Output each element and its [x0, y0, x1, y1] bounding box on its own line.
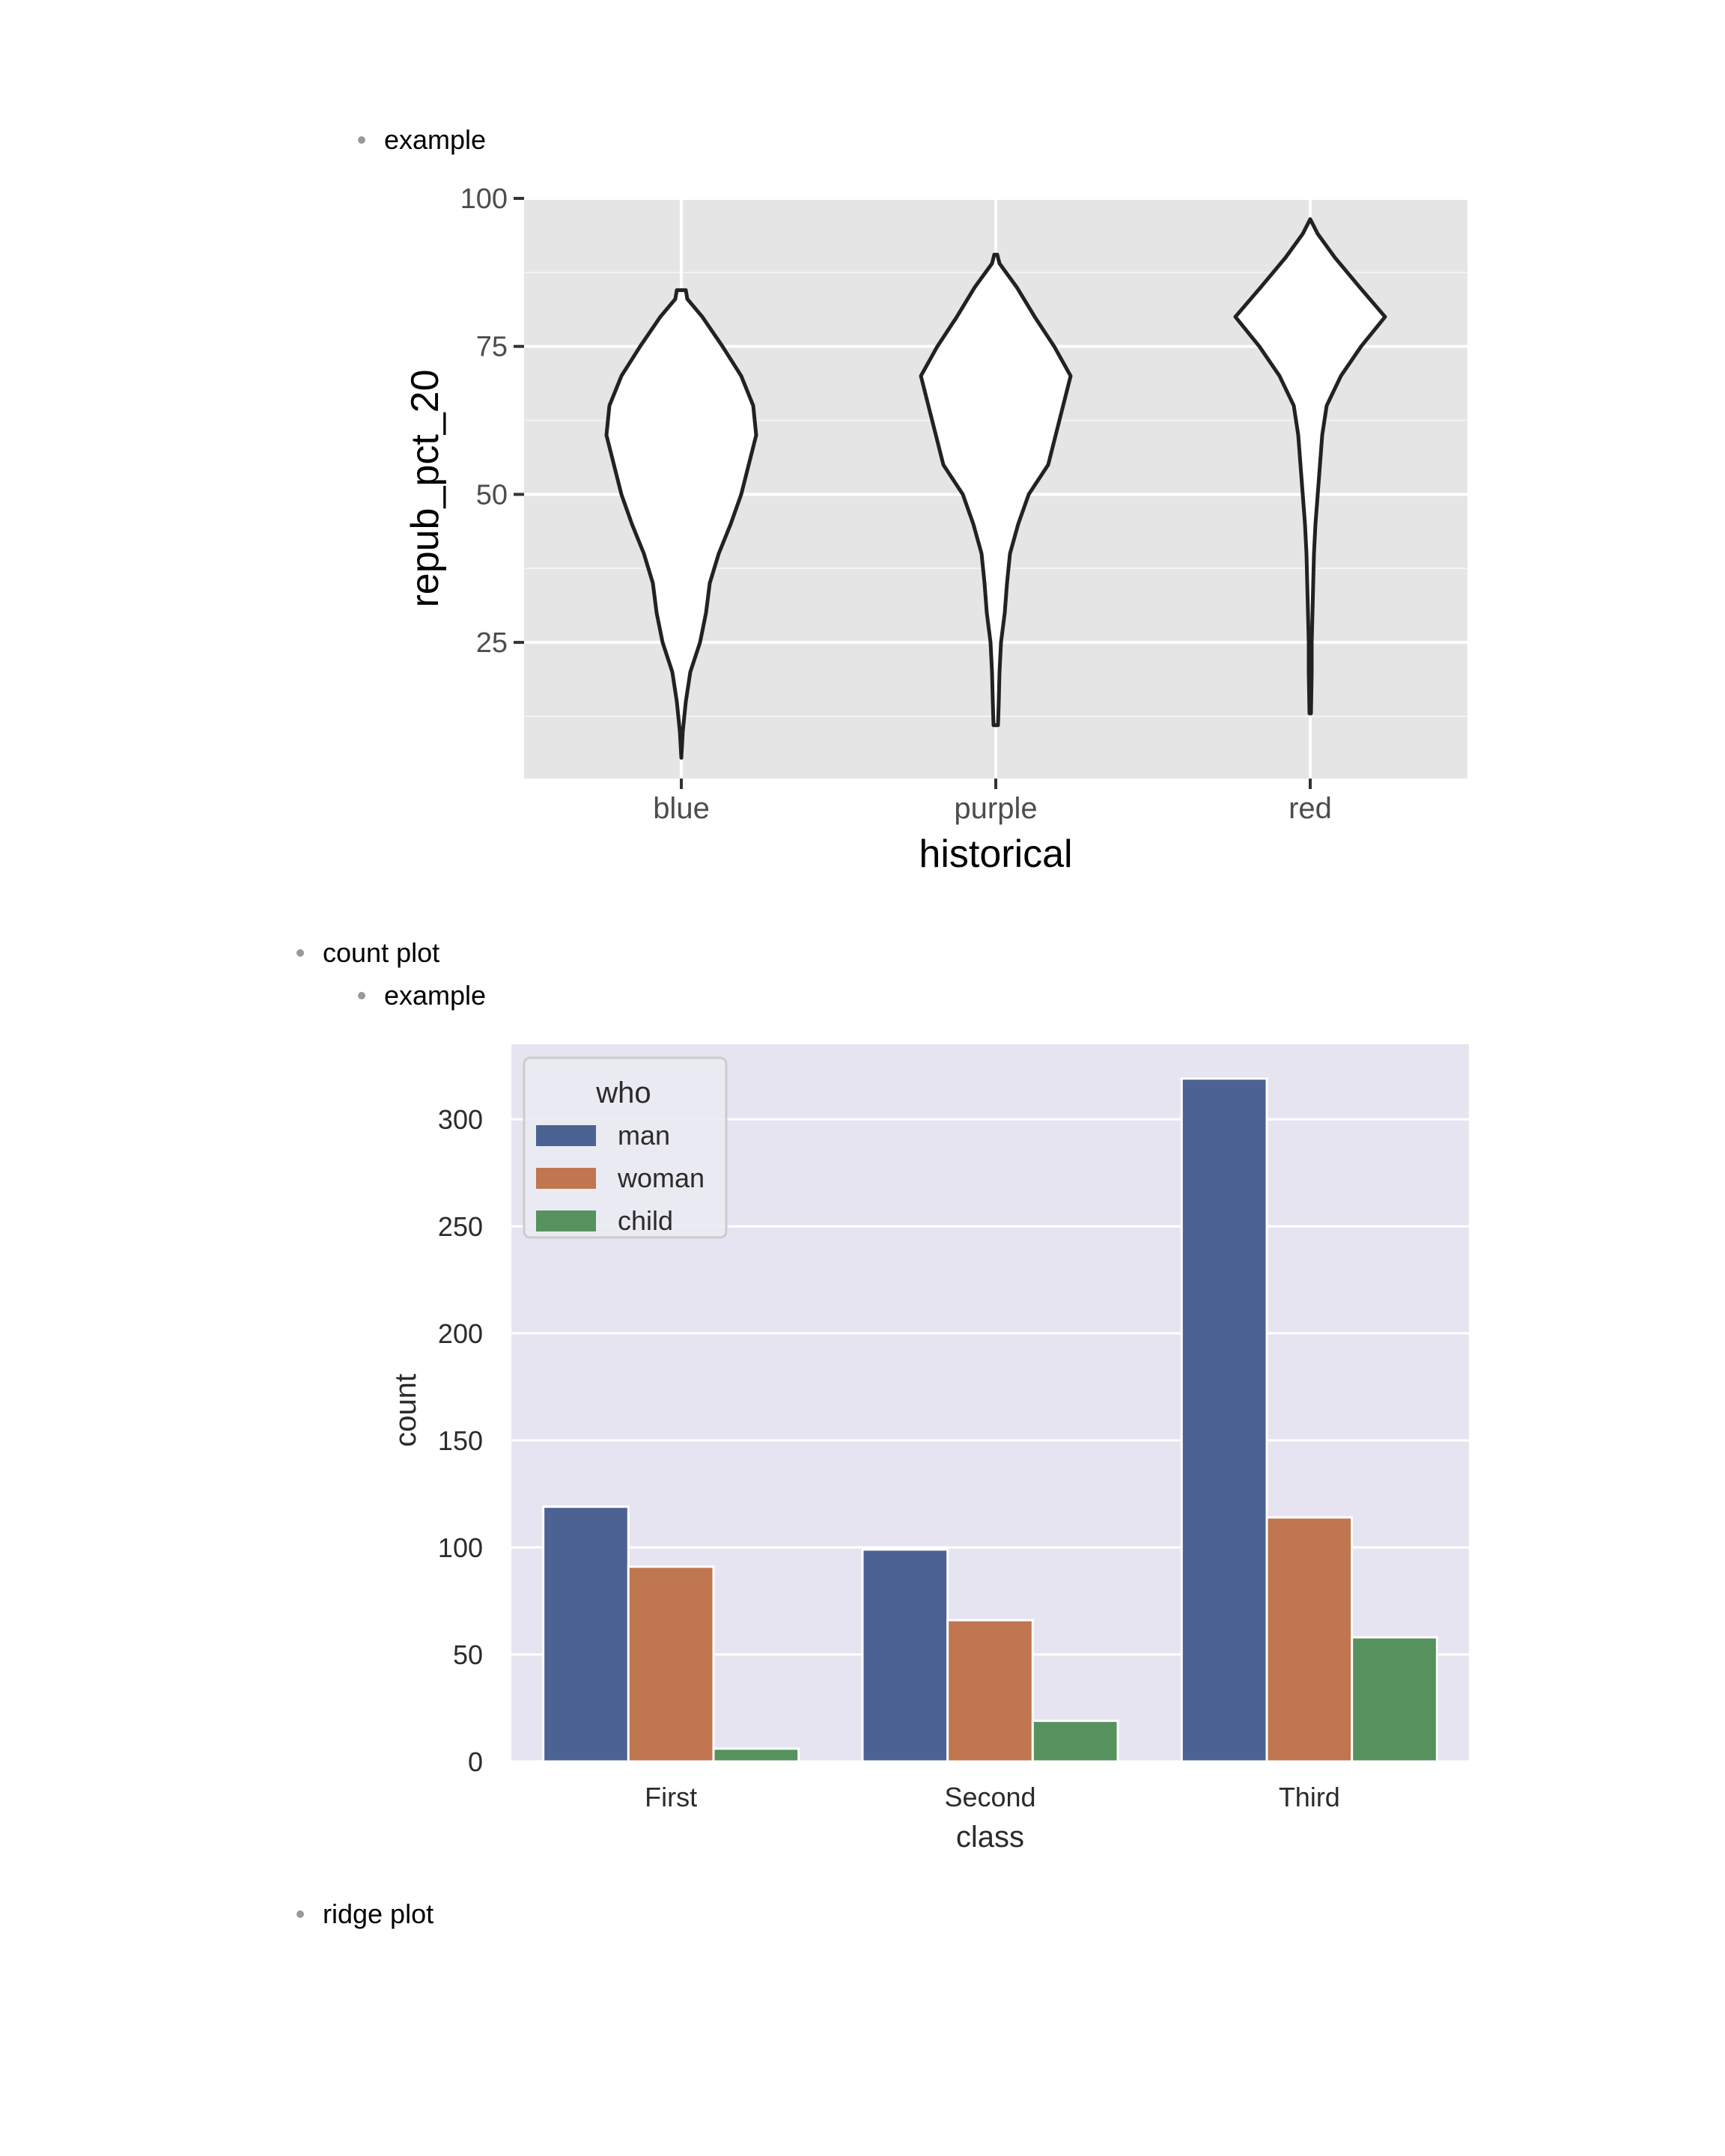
violin-chart: 25 50 75 100 blue purple red historical repub_pc… — [404, 183, 1467, 876]
y-tick-label: 0 — [468, 1747, 483, 1777]
y-tick-label: 100 — [438, 1532, 483, 1563]
y-tick-label: 75 — [476, 332, 508, 363]
x-tick-label-blue: blue — [653, 792, 710, 825]
x-tick-label-Second: Second — [944, 1782, 1035, 1812]
legend-label-man: man — [618, 1120, 670, 1151]
x-axis-label: historical — [919, 832, 1072, 876]
y-tick-label: 300 — [438, 1104, 483, 1135]
legend-label-woman: woman — [617, 1163, 705, 1193]
bar-man-First — [542, 1505, 630, 1763]
bullet-dot — [296, 949, 304, 957]
legend-swatch-woman — [536, 1168, 596, 1189]
y-tick-label: 150 — [438, 1425, 483, 1456]
x-tick-label-red: red — [1289, 792, 1332, 825]
y-tick-label: 100 — [460, 183, 508, 215]
bullet-dot — [296, 1910, 304, 1918]
bar-child-Third — [1351, 1636, 1438, 1763]
legend-swatch-man — [536, 1125, 596, 1146]
y-tick-label: 50 — [476, 479, 508, 511]
violin-purple — [919, 252, 1073, 728]
bullet-example-1: example — [384, 124, 487, 155]
count-bar-chart: 0 50 100 150 200 250 300 First Second Third class c… — [389, 1044, 1469, 1854]
bullet-example-2: example — [384, 980, 487, 1011]
legend-box — [523, 1056, 728, 1239]
bar-man-Third — [1180, 1077, 1268, 1763]
legend-title: who — [595, 1077, 651, 1109]
bar-child-Second — [1031, 1720, 1119, 1763]
bar-man-Second — [861, 1548, 949, 1763]
x-axis-label: class — [956, 1821, 1024, 1854]
bullet-dot — [358, 992, 365, 999]
y-tick-label: 25 — [476, 627, 508, 659]
bar-woman-Third — [1265, 1516, 1354, 1763]
bar-child-First — [712, 1747, 800, 1763]
bullet-ridge-plot: ridge plot — [323, 1898, 434, 1929]
y-axis-label: count — [389, 1374, 422, 1447]
y-tick-label: 250 — [438, 1211, 483, 1242]
legend-label-child: child — [618, 1205, 673, 1236]
violin-blue — [604, 288, 758, 760]
x-tick-label-purple: purple — [954, 792, 1037, 825]
bullet-dot — [358, 136, 365, 144]
legend-swatch-child — [536, 1211, 596, 1231]
bar-woman-Second — [946, 1618, 1034, 1763]
bar-woman-First — [627, 1565, 715, 1763]
violin-red — [1233, 217, 1387, 716]
y-axis-label: repub_pct_20 — [404, 369, 447, 607]
x-tick-label-First: First — [645, 1782, 697, 1812]
x-tick-label-Third: Third — [1279, 1782, 1340, 1812]
y-tick-label: 200 — [438, 1318, 483, 1349]
bullet-count-plot: count plot — [323, 937, 440, 968]
y-tick-label: 50 — [453, 1639, 483, 1670]
